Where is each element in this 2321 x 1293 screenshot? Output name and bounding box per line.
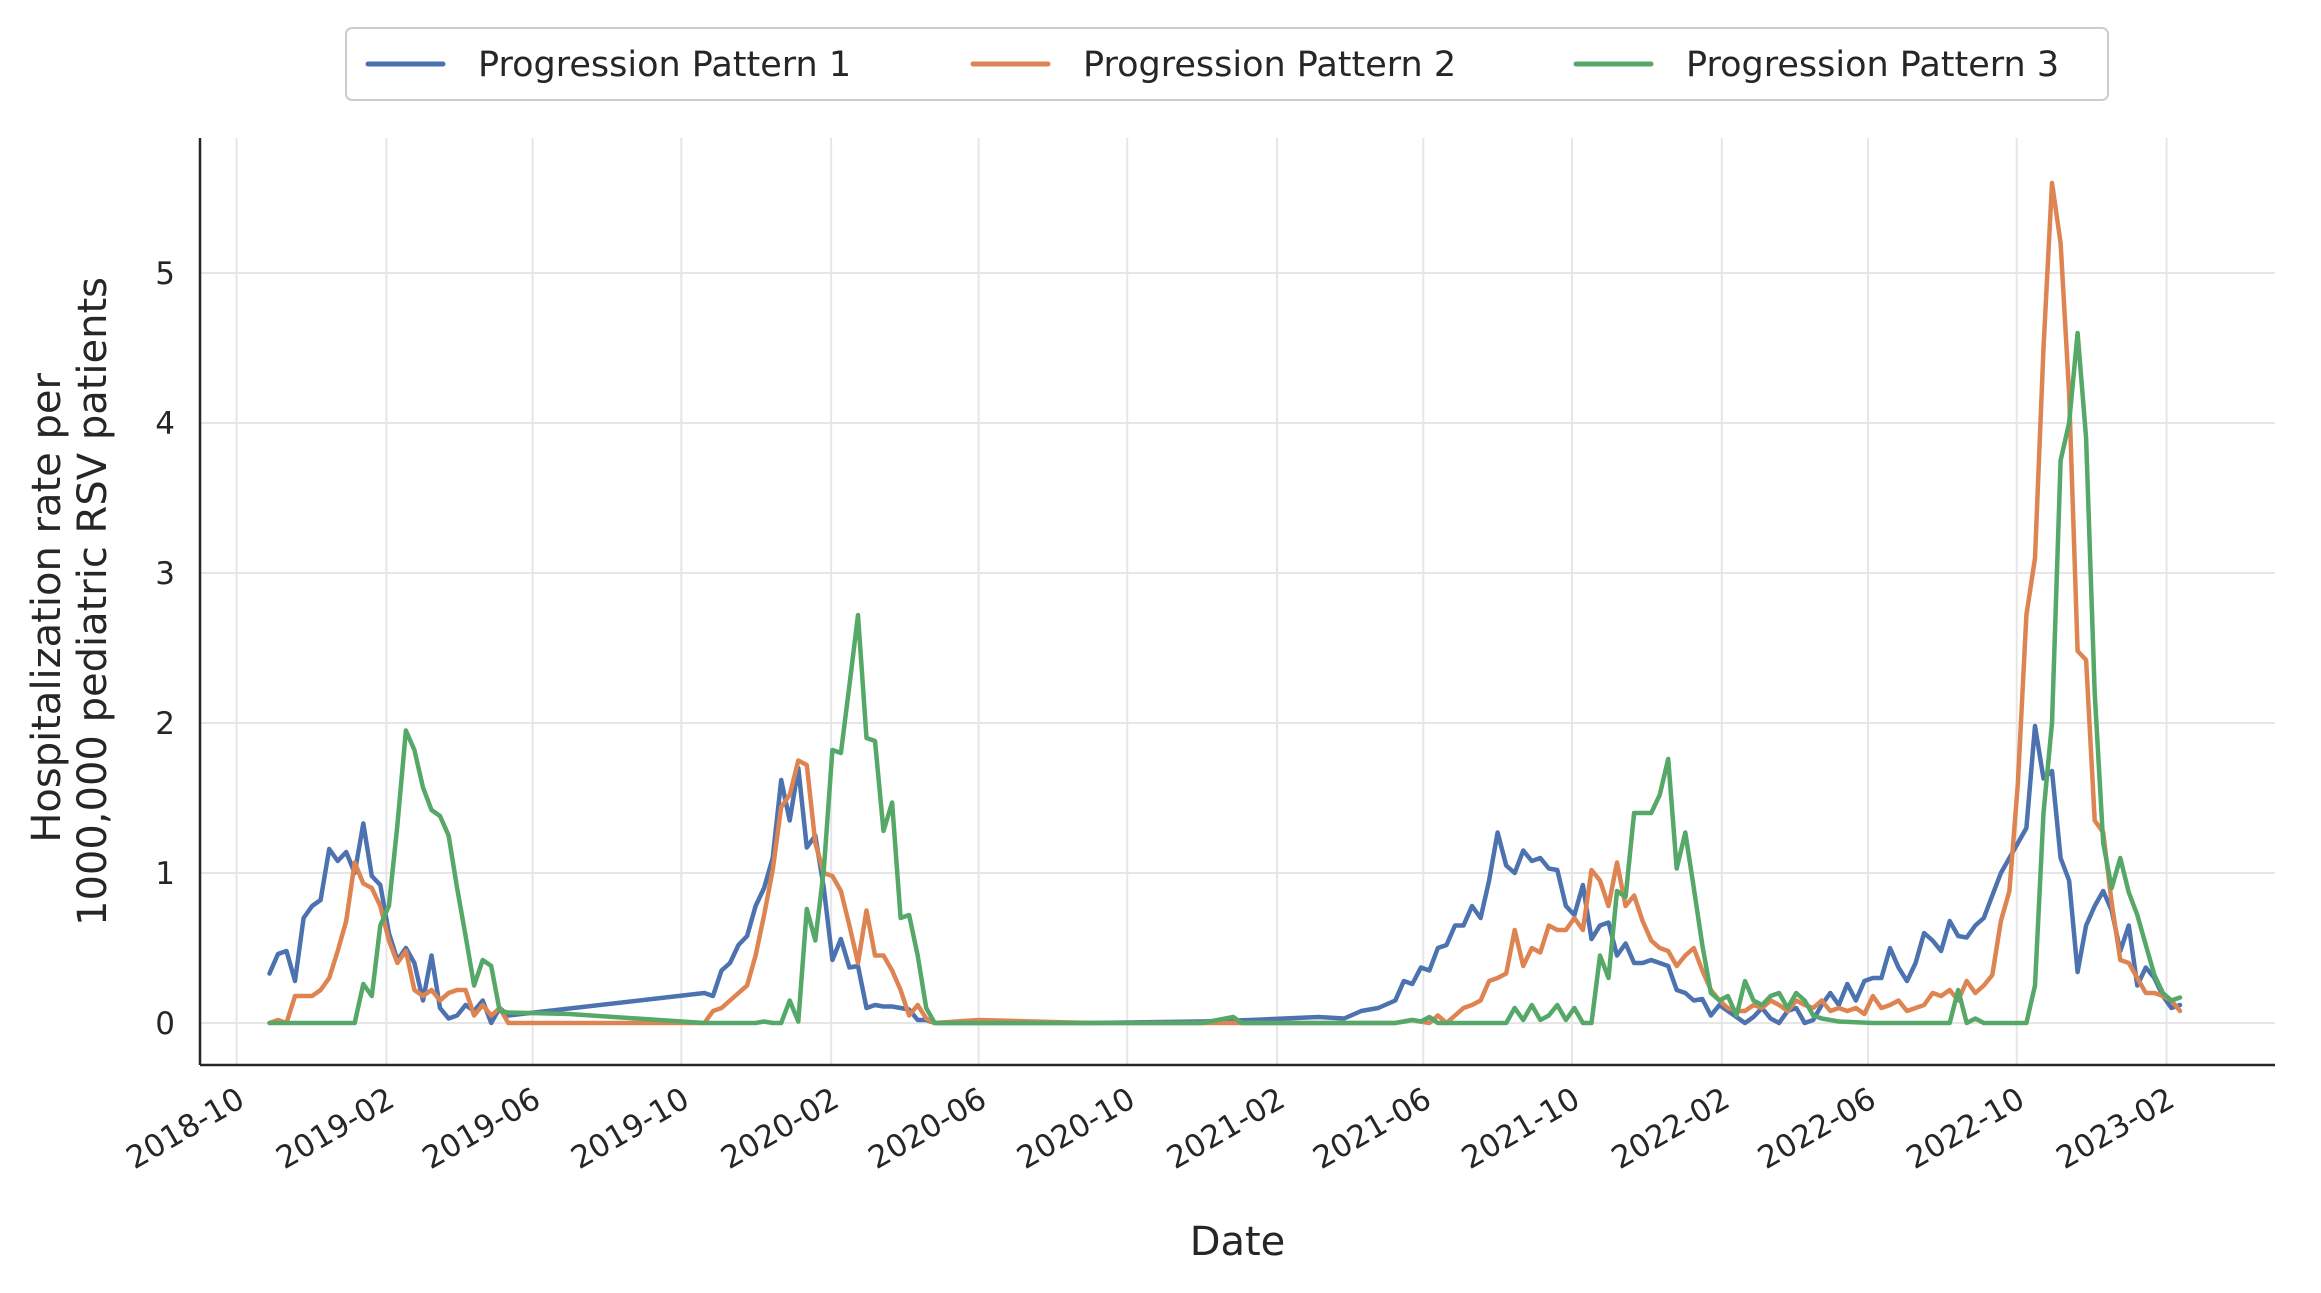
legend-box: [345, 27, 2109, 101]
y-axis-title-line-2: 1000,000 pediatric RSV patients: [70, 277, 116, 926]
legend-label-2: Progression Pattern 2: [1083, 45, 1456, 85]
series-line-1: [267, 723, 2183, 1026]
y-tick-label: 2: [155, 706, 175, 742]
grid-lines: [200, 138, 2275, 1065]
x-tick-label: 2019-06: [416, 1081, 546, 1177]
x-tick-label: 2021-10: [1456, 1081, 1586, 1177]
x-tick-label: 2021-06: [1307, 1081, 1437, 1177]
y-axis-title-line-1: Hospitalization rate per: [24, 373, 70, 843]
legend: Progression Pattern 1 Progression Pattern…: [345, 27, 2109, 101]
y-tick-label: 1: [155, 856, 175, 892]
x-tick-label: 2018-10: [120, 1081, 250, 1177]
x-tick-label: 2020-06: [862, 1081, 992, 1177]
series-layer: [267, 180, 2183, 1026]
y-axis-title: Hospitalization rate per 1000,000 pediat…: [24, 277, 116, 926]
legend-label-3: Progression Pattern 3: [1686, 45, 2059, 85]
y-tick-label: 4: [155, 406, 175, 442]
x-tick-label: 2022-02: [1606, 1081, 1736, 1177]
y-tick-label: 5: [155, 256, 175, 292]
x-tick-label: 2019-02: [270, 1081, 400, 1177]
x-axis-title: Date: [1190, 1219, 1286, 1265]
x-tick-label: 2022-06: [1752, 1081, 1882, 1177]
x-tick-label: 2019-10: [565, 1081, 695, 1177]
x-axis-ticks: 2018-10 2019-02 2019-06 2019-10 2020-02 2020-…: [120, 1081, 2180, 1177]
x-tick-label: 2021-02: [1161, 1081, 1291, 1177]
series-line-3: [267, 330, 2183, 1026]
y-axis-ticks: 0 1 2 3 4 5: [155, 256, 175, 1042]
x-tick-label: 2020-10: [1011, 1081, 1141, 1177]
x-tick-label: 2020-02: [715, 1081, 845, 1177]
y-tick-label: 3: [155, 556, 175, 592]
series-line-2: [267, 180, 2183, 1026]
y-tick-label: 0: [155, 1006, 175, 1042]
x-tick-label: 2023-02: [2050, 1081, 2180, 1177]
x-tick-label: 2022-10: [1901, 1081, 2031, 1177]
legend-label-1: Progression Pattern 1: [478, 45, 851, 85]
